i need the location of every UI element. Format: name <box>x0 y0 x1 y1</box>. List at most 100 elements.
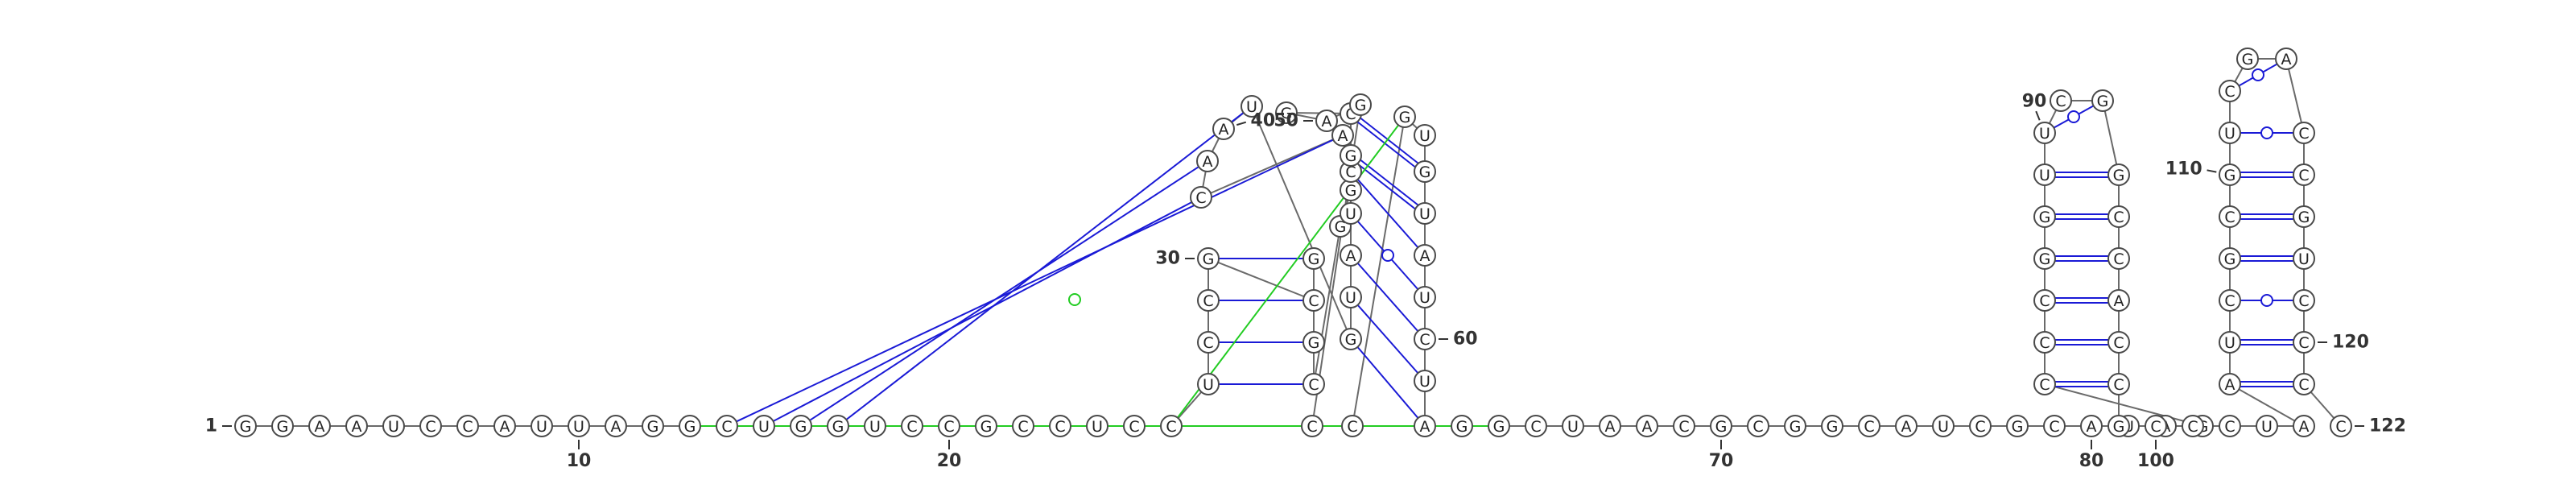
nucleotide-letter: G <box>1790 418 1802 436</box>
nucleotide-75: A <box>1895 415 1918 437</box>
nucleotide-100: C <box>2145 415 2167 437</box>
nucleotide-letter: C <box>2335 418 2346 436</box>
base-pair-canonical <box>2055 381 2108 387</box>
nucleotide-51: G <box>1349 93 1372 116</box>
nucleotide-letter: G <box>2113 418 2125 436</box>
nucleotide-2: G <box>271 415 294 437</box>
nucleotide-letter: C <box>1166 418 1176 436</box>
nucleotide-78: G <box>2006 415 2029 437</box>
nucleotide-letter: A <box>1338 127 1348 145</box>
nucleotide-letter: A <box>2114 292 2124 310</box>
nucleotide-72: G <box>1784 415 1806 437</box>
nucleotide-44: A <box>1340 244 1362 267</box>
nucleotide-87: G <box>2033 247 2056 270</box>
nucleotide-64: G <box>1488 415 1510 437</box>
number-label-70: 70 <box>1709 451 1734 471</box>
nucleotide-letter: C <box>1203 334 1213 352</box>
nucleotide-letter: G <box>980 418 993 436</box>
nucleotide-111: U <box>2219 122 2241 144</box>
nucleotide-letter: C <box>1864 418 1874 436</box>
nucleotide-107: C <box>2219 289 2241 312</box>
nucleotide-28: C <box>1197 331 1220 354</box>
nucleotide-55: U <box>1414 124 1436 147</box>
nucleotide-110: G <box>2219 163 2241 186</box>
nucleotide-letter: A <box>352 418 362 436</box>
nucleotide-19: C <box>901 415 923 437</box>
nucleotide-95: C <box>2107 247 2130 270</box>
nucleotide-6: C <box>419 415 442 437</box>
nucleotide-letter: A <box>1346 247 1356 265</box>
nucleotide-14: C <box>716 415 738 437</box>
nucleotide-60: C <box>1414 328 1436 350</box>
nucleotide-119: C <box>2293 289 2315 312</box>
nucleotide-letter: C <box>2049 418 2059 436</box>
nucleotide-114: A <box>2275 48 2297 70</box>
nucleotide-letter: C <box>1419 331 1430 349</box>
nucleotide-42: G <box>1340 328 1362 350</box>
base-pair-canonical <box>1356 117 1419 168</box>
nucleotide-93: G <box>2107 163 2130 186</box>
nucleotide-84: C <box>2033 373 2056 395</box>
base-pair-canonical <box>809 166 1199 421</box>
nucleotide-letter: C <box>1308 292 1319 310</box>
nucleotide-letter: G <box>240 418 252 436</box>
nucleotide-letter: C <box>2224 209 2235 226</box>
nucleotide-letter: C <box>2150 418 2161 436</box>
base-pair-wobble <box>2240 126 2293 139</box>
nucleotide-letter: U <box>1345 205 1356 223</box>
nucleotide-37: A <box>1331 124 1354 147</box>
nucleotide-letter: G <box>1493 418 1505 436</box>
nucleotide-letter: A <box>1420 418 1430 436</box>
base-pair-canonical <box>1356 179 1419 248</box>
nucleotide-25: C <box>1123 415 1146 437</box>
nucleotide-54: G <box>1393 106 1416 128</box>
number-tick <box>1236 121 1247 126</box>
nucleotide-71: C <box>1747 415 1769 437</box>
nucleotide-letter: U <box>869 418 881 436</box>
base-pair-canonical <box>2055 255 2108 262</box>
nucleotide-letter: G <box>2039 250 2051 268</box>
nucleotide-58: A <box>1414 244 1436 267</box>
nucleotide-letter: U <box>1092 418 1103 436</box>
nucleotide-67: A <box>1599 415 1621 437</box>
nucleotide-88: G <box>2033 205 2056 228</box>
nucleotide-5: U <box>382 415 405 437</box>
nucleotide-letter: C <box>1678 418 1689 436</box>
nucleotide-letter: G <box>2012 418 2024 436</box>
nucleotide-letter: G <box>2113 167 2125 184</box>
nucleotide-20: C <box>938 415 960 437</box>
nucleotide-24: U <box>1086 415 1108 437</box>
number-label-100: 100 <box>2137 451 2174 471</box>
base-pair-canonical <box>773 201 1192 422</box>
nucleotide-122: C <box>2330 415 2352 437</box>
nucleotide-letter: A <box>2281 51 2292 68</box>
nucleotide-letter: A <box>1219 121 1229 139</box>
nucleotide-120: C <box>2293 331 2315 354</box>
nucleotide-letter: U <box>1419 373 1430 391</box>
nucleotide-letter: C <box>2039 334 2050 352</box>
nucleotide-letter: A <box>1605 418 1616 436</box>
nucleotide-letter: G <box>1345 147 1357 165</box>
nucleotide-30: G <box>1197 247 1220 270</box>
nucleotide-letter: G <box>1345 182 1357 200</box>
nucleotide-18: U <box>864 415 886 437</box>
number-tick-layer <box>222 110 2364 449</box>
nucleotide-letter: C <box>1308 376 1319 394</box>
backbone-segment <box>2229 383 2305 427</box>
nucleotide-letter: C <box>2298 334 2309 352</box>
nucleotide-11: A <box>605 415 627 437</box>
nucleotide-49: G <box>1275 101 1298 124</box>
backbone-segment <box>1352 116 1406 427</box>
nucleotide-letter: G <box>277 418 289 436</box>
nucleotide-letter: C <box>1203 292 1213 310</box>
nucleotide-46: C <box>1340 160 1362 183</box>
base-pair-canonical <box>1356 159 1419 210</box>
nucleotide-69: C <box>1673 415 1695 437</box>
number-label-120: 120 <box>2332 333 2369 353</box>
nucleotide-letter: U <box>536 418 547 436</box>
nucleotide-letter: C <box>1307 418 1317 436</box>
nucleotide-layer: G G A A U C C A U U A G G C U G G U C C G C C U C CUCCGCGGCGGACAA… <box>234 48 2352 437</box>
nucleotide-79: C <box>2043 415 2066 437</box>
nucleotide-103: U <box>2256 415 2278 437</box>
